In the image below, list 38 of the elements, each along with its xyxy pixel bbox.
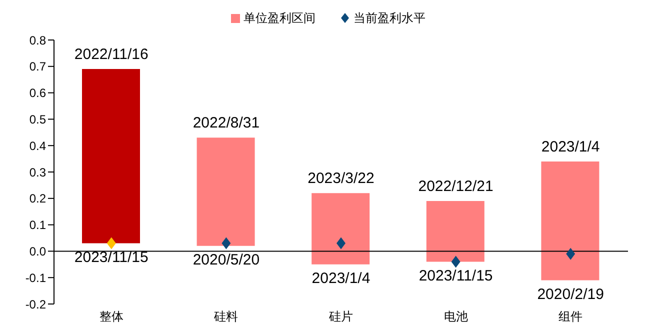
annotation: 2020/2/19 xyxy=(537,286,604,303)
y-tick-label: 0.3 xyxy=(29,165,46,180)
point xyxy=(566,248,576,260)
y-tick-label: 0.6 xyxy=(29,86,46,100)
annotation: 2023/1/4 xyxy=(312,270,370,288)
x-tick-label: 硅片 xyxy=(328,310,353,324)
y-tick-label: -0.2 xyxy=(25,297,46,312)
annotation: 2022/11/16 xyxy=(74,46,148,64)
x-tick-label: 整体 xyxy=(99,310,124,324)
point xyxy=(451,256,460,268)
y-tick-label: 0.4 xyxy=(29,138,46,153)
legend-label: 当前盈利水平 xyxy=(352,10,426,26)
x-tick-label: 硅料 xyxy=(213,310,238,324)
x-tick-label: 组件 xyxy=(558,310,583,324)
annotation: 2022/8/31 xyxy=(192,114,260,132)
y-tick-label: 0.8 xyxy=(29,33,46,48)
y-tick-label: 0.0 xyxy=(29,244,46,258)
annotation: 2022/12/21 xyxy=(418,178,494,196)
point xyxy=(222,237,231,250)
legend-label: 单位盈利区间 xyxy=(242,10,316,26)
bar xyxy=(196,138,255,246)
point xyxy=(336,237,346,250)
y-tick-label: 0.7 xyxy=(29,60,46,74)
annotation: 2023/1/4 xyxy=(541,138,600,156)
bar xyxy=(541,161,600,280)
annotation: 2023/3/22 xyxy=(308,170,374,188)
y-tick-label: 0.5 xyxy=(29,112,46,126)
bar xyxy=(426,201,484,262)
x-tick-label: 电池 xyxy=(444,310,468,324)
y-tick-label: 0.2 xyxy=(29,192,46,206)
annotation: 2023/11/15 xyxy=(418,267,493,284)
y-tick-label: 0.1 xyxy=(29,218,46,232)
bar xyxy=(82,69,140,244)
y-tick-label: -0.1 xyxy=(25,270,46,285)
point xyxy=(106,237,116,250)
annotation: 2020/5/20 xyxy=(192,252,260,269)
bar xyxy=(312,193,370,264)
annotation: 2023/11/15 xyxy=(74,248,148,266)
